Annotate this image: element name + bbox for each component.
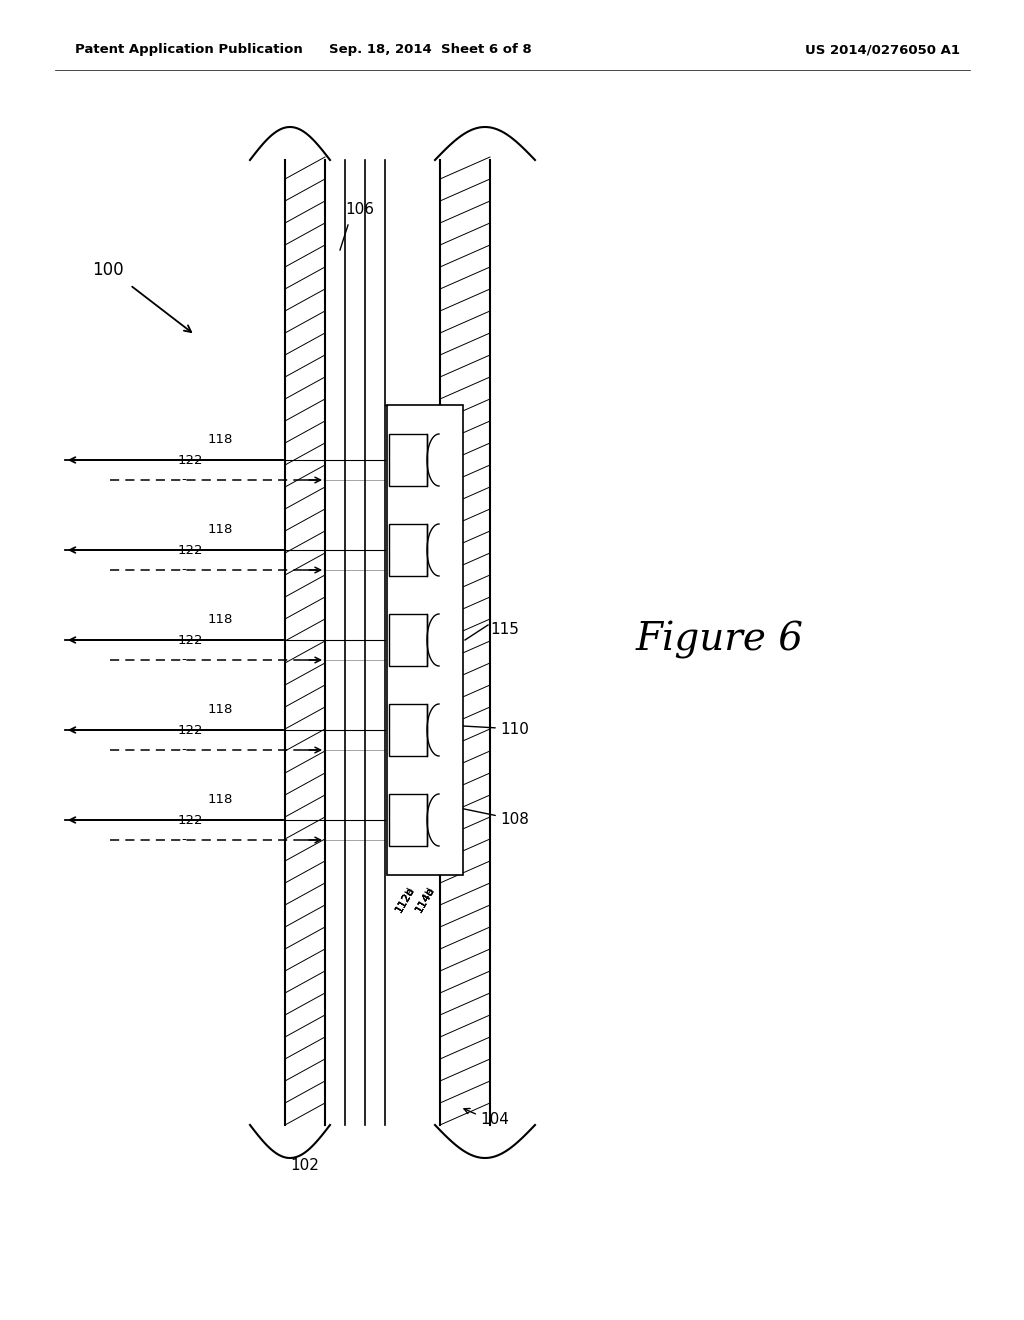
Text: -: - <box>181 653 186 667</box>
Bar <box>389 704 427 756</box>
Text: -: - <box>211 454 216 466</box>
Text: 108: 108 <box>500 813 528 828</box>
Text: 112d: 112d <box>393 884 417 915</box>
Text: 106: 106 <box>345 202 375 218</box>
Text: 102: 102 <box>291 1158 319 1172</box>
Text: -: - <box>181 743 186 756</box>
Text: 118: 118 <box>207 793 232 807</box>
Text: 104: 104 <box>480 1113 509 1127</box>
Text: 114d: 114d <box>414 884 436 915</box>
Text: 118: 118 <box>207 523 232 536</box>
Text: 115: 115 <box>490 623 519 638</box>
Bar <box>389 434 427 486</box>
Text: Sep. 18, 2014  Sheet 6 of 8: Sep. 18, 2014 Sheet 6 of 8 <box>329 44 531 57</box>
Text: 118: 118 <box>207 704 232 715</box>
Text: 122: 122 <box>177 814 203 828</box>
Text: -: - <box>181 474 186 487</box>
Text: 112c: 112c <box>394 884 416 913</box>
Text: 118: 118 <box>207 612 232 626</box>
Text: Figure 6: Figure 6 <box>636 620 804 659</box>
Text: 122: 122 <box>177 454 203 467</box>
Text: 114a: 114a <box>414 884 436 915</box>
Text: 118: 118 <box>207 433 232 446</box>
Text: 112b: 112b <box>393 884 417 915</box>
Text: 114b: 114b <box>414 884 436 915</box>
Text: -: - <box>211 813 216 826</box>
Bar <box>389 614 427 667</box>
Text: 122: 122 <box>177 634 203 647</box>
Text: -: - <box>211 723 216 737</box>
Text: 122: 122 <box>177 544 203 557</box>
Bar <box>389 524 427 576</box>
Bar <box>387 405 463 875</box>
Text: 114c: 114c <box>414 884 436 913</box>
Bar <box>389 795 427 846</box>
Text: -: - <box>211 634 216 647</box>
Text: US 2014/0276050 A1: US 2014/0276050 A1 <box>805 44 961 57</box>
Text: 110: 110 <box>500 722 528 738</box>
Text: -: - <box>211 544 216 557</box>
Text: -: - <box>181 564 186 577</box>
Text: 122: 122 <box>177 723 203 737</box>
Text: Patent Application Publication: Patent Application Publication <box>75 44 303 57</box>
Text: 100: 100 <box>92 261 124 279</box>
Text: -: - <box>181 833 186 846</box>
Text: 112a: 112a <box>393 884 417 915</box>
